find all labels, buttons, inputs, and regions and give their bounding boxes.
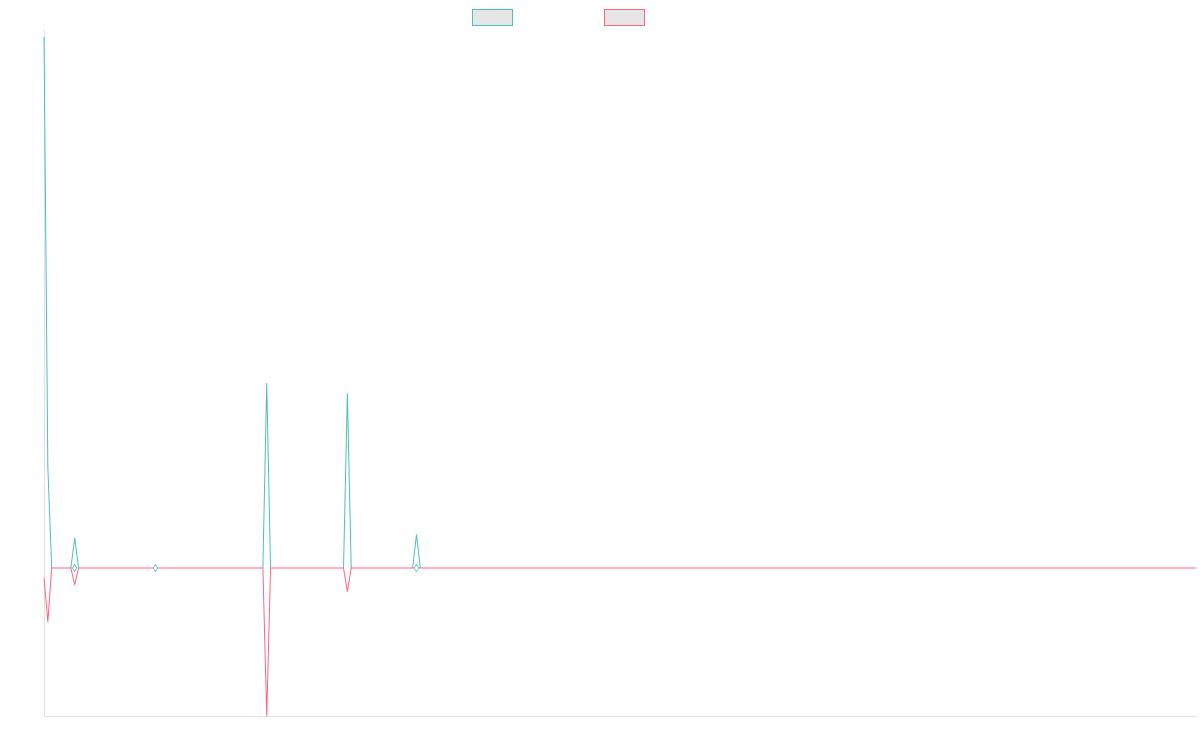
legend-swatch-series-2[interactable] [604,9,645,26]
series-line-1 [43,36,1196,569]
data-point-marker[interactable] [72,563,78,573]
series-line-2 [43,567,1196,717]
data-point-marker[interactable] [152,563,159,573]
data-point-marker[interactable] [413,563,420,573]
marker-layer [72,563,420,573]
series-layer [43,36,1196,717]
legend-swatch-series-1[interactable] [472,9,513,26]
